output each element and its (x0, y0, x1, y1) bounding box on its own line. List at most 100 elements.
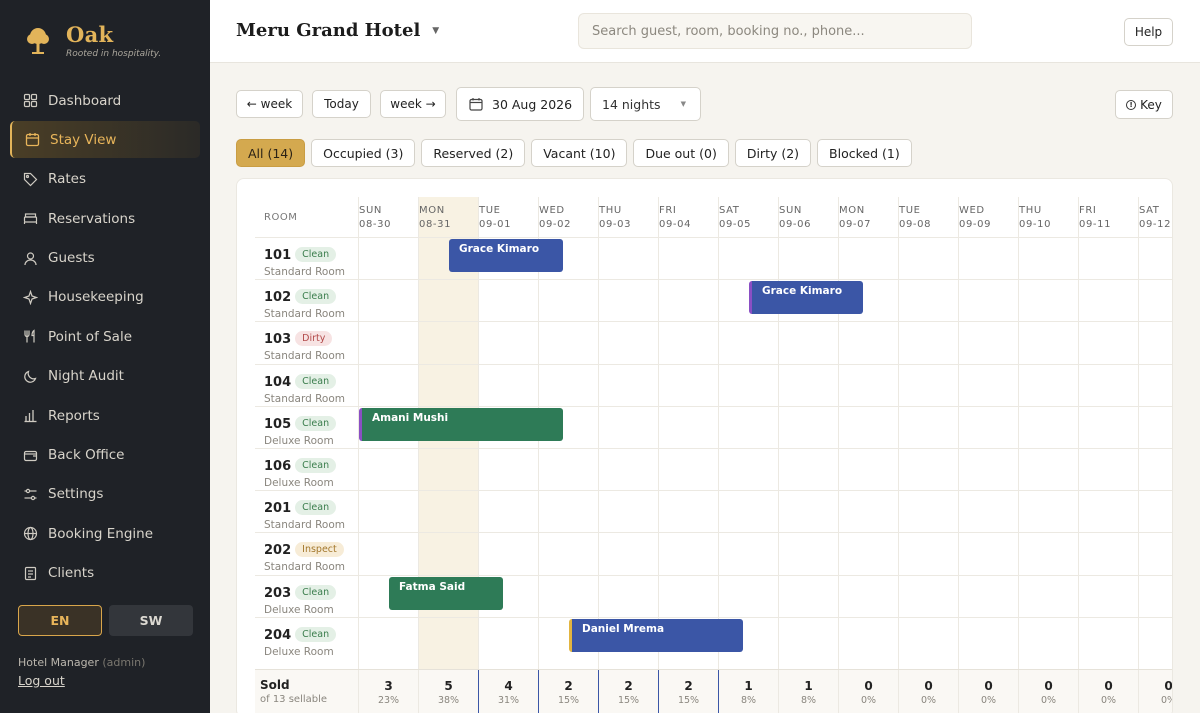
day-column: WED 09-02 (538, 197, 598, 687)
key-label: Key (1140, 97, 1162, 112)
help-button[interactable]: Help (1124, 18, 1173, 46)
day-date: 09-12 (1139, 219, 1172, 230)
day-date: 09-04 (659, 219, 692, 230)
sidebar-item-dashboard[interactable]: Dashboard (10, 82, 200, 119)
room-number: 101 (264, 248, 292, 263)
sidebar-item-housekeeping[interactable]: Housekeeping (10, 279, 200, 316)
sidebar-item-label: Stay View (50, 131, 117, 148)
sidebar-item-back-office[interactable]: Back Office (10, 437, 200, 474)
room-info: 105 Clean Deluxe Room (264, 413, 337, 447)
sold-cell: 1 8% (718, 670, 778, 713)
sold-percent: 0% (980, 695, 997, 706)
tag-icon (22, 171, 38, 187)
date-picker-button[interactable]: 30 Aug 2026 (456, 87, 584, 121)
room-row[interactable]: 204 Clean Deluxe Room (255, 616, 1172, 659)
day-column: MON 09-07 (838, 197, 898, 687)
sidebar-item-settings[interactable]: Settings (10, 476, 200, 513)
day-date: 09-01 (479, 219, 512, 230)
sidebar-item-booking-engine[interactable]: Booking Engine (10, 515, 200, 552)
day-of-week: SAT (719, 205, 740, 216)
booking-bar[interactable]: Grace Kimaro (749, 281, 863, 315)
sidebar-item-label: Clients (48, 565, 95, 582)
sold-cell: 1 8% (778, 670, 838, 713)
booking-bar[interactable]: Daniel Mrema (569, 618, 743, 652)
day-date: 08-31 (419, 219, 452, 230)
sold-count: 0 (1104, 679, 1113, 693)
booking-bar[interactable]: Grace Kimaro (449, 239, 563, 272)
day-of-week: SUN (359, 205, 382, 216)
day-header: SUN 08-30 (359, 204, 391, 232)
logout-link[interactable]: Log out (18, 673, 65, 688)
day-of-week: MON (839, 205, 865, 216)
room-column-header: ROOM (264, 212, 298, 223)
lang-sw-button[interactable]: SW (109, 605, 193, 636)
day-of-week: SAT (1139, 205, 1160, 216)
lang-en-button[interactable]: EN (18, 605, 102, 636)
nights-value: 14 nights (602, 96, 661, 112)
sidebar-item-reservations[interactable]: Reservations (10, 200, 200, 237)
room-status-badge: Clean (295, 289, 337, 305)
room-row[interactable]: 202 Inspect Standard Room (255, 532, 1172, 574)
room-status-badge: Clean (295, 247, 337, 262)
sold-cell: 2 15% (598, 670, 658, 713)
filter-chip-reserved[interactable]: Reserved (2) (421, 139, 526, 167)
filter-chips: All (14) Occupied (3) Reserved (2) Vacant (… (236, 139, 912, 167)
filter-chip-due-out[interactable]: Due out (0) (633, 139, 729, 167)
room-info: 106 Clean Deluxe Room (264, 455, 337, 489)
room-row[interactable]: 105 Clean Deluxe Room (255, 405, 1172, 448)
sold-count: 0 (984, 679, 993, 693)
room-info: 103 Dirty Standard Room (264, 328, 345, 362)
room-row[interactable]: 102 Clean Standard Room (255, 279, 1172, 321)
search-input[interactable] (578, 13, 972, 49)
room-row[interactable]: 101 Clean Standard Room (255, 237, 1172, 279)
booking-bar[interactable]: Amani Mushi (359, 407, 563, 441)
sidebar-item-label: Night Audit (48, 368, 124, 385)
day-header: TUE 09-01 (479, 204, 511, 232)
day-of-week: FRI (659, 205, 677, 216)
sidebar-item-night-audit[interactable]: Night Audit (10, 358, 200, 395)
sliders-icon (22, 486, 38, 502)
day-header: FRI 09-04 (659, 204, 691, 232)
room-info: 102 Clean Standard Room (264, 286, 345, 320)
filter-chip-dirty[interactable]: Dirty (2) (734, 139, 812, 167)
day-column: THU 09-10 (1018, 197, 1078, 687)
nights-select[interactable]: 14 nights ▼ (590, 87, 701, 121)
day-of-week: TUE (899, 205, 921, 216)
sold-percent: 8% (800, 695, 817, 706)
booking-bar[interactable]: Fatma Said (389, 576, 503, 610)
day-date: 08-30 (359, 219, 392, 230)
filter-chip-vacant[interactable]: Vacant (10) (531, 139, 628, 167)
filter-chip-blocked[interactable]: Blocked (1) (817, 139, 912, 167)
key-button[interactable]: ! Key (1115, 90, 1173, 119)
room-row[interactable]: 103 Dirty Standard Room (255, 321, 1172, 363)
sold-percent: 15% (677, 695, 700, 706)
day-of-week: THU (599, 205, 622, 216)
room-row[interactable]: 106 Clean Deluxe Room (255, 448, 1172, 490)
sidebar-item-stay-view[interactable]: Stay View (10, 121, 200, 159)
day-header: TUE 09-08 (899, 204, 931, 232)
room-row[interactable]: 203 Clean Deluxe Room (255, 574, 1172, 617)
day-date: 09-02 (539, 219, 572, 230)
room-type: Standard Room (264, 519, 346, 532)
sidebar-item-reports[interactable]: Reports (10, 397, 200, 434)
stay-view-grid: ROOM SUN 08-30 MON 08-31 TUE 09-01 WED 09-02 THU… (236, 178, 1173, 713)
room-row[interactable]: 104 Clean Standard Room (255, 363, 1172, 406)
room-status-badge: Clean (295, 373, 337, 389)
sold-cell: 5 38% (418, 670, 478, 713)
sidebar-item-rates[interactable]: Rates (10, 161, 200, 198)
filter-chip-all[interactable]: All (14) (236, 139, 306, 167)
sidebar-item-guests[interactable]: Guests (10, 240, 200, 277)
sidebar-item-clients[interactable]: Clients (10, 555, 200, 592)
next-week-button[interactable]: week → (380, 90, 446, 118)
day-header: WED 09-09 (959, 204, 991, 232)
day-of-week: MON (419, 205, 445, 216)
user-role: Hotel Manager (admin) (18, 656, 145, 669)
today-button[interactable]: Today (312, 90, 371, 118)
room-row[interactable]: 201 Clean Standard Room (255, 490, 1172, 532)
sidebar-item-point-of-sale[interactable]: Point of Sale (10, 318, 200, 355)
filter-chip-occupied[interactable]: Occupied (3) (311, 139, 416, 167)
prev-week-button[interactable]: ← week (236, 90, 303, 118)
hotel-selector[interactable]: Meru Grand Hotel ▼ (236, 20, 439, 41)
